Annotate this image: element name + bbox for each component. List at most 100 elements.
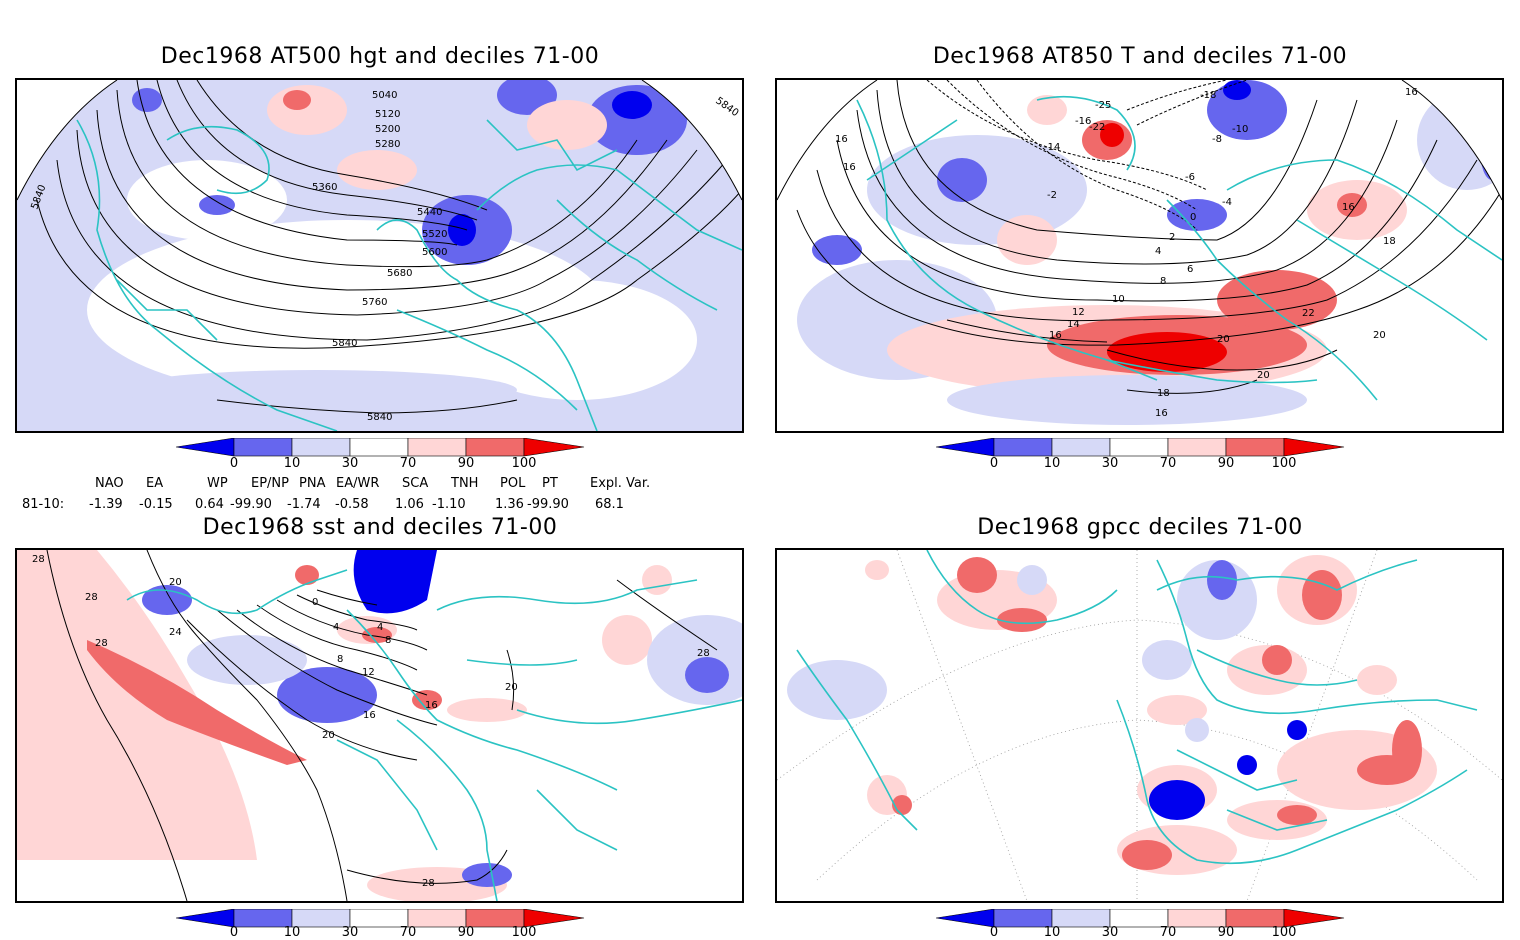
- tele-value: -1.39: [89, 497, 123, 512]
- colorbar-label: 30: [1101, 925, 1119, 940]
- colorbar-label: 0: [229, 456, 239, 471]
- colorbar-label: 70: [1159, 456, 1177, 471]
- teleconnection-values: 81-10: -1.39 -0.15 0.64 -99.90 -1.74 -0.…: [0, 497, 760, 513]
- contour-label: 8: [1160, 276, 1166, 287]
- contour-label: 12: [362, 667, 375, 678]
- contour-label: 5840: [332, 338, 357, 349]
- colorbar-label: 30: [341, 925, 359, 940]
- contour-label: 8: [337, 654, 343, 665]
- tele-value: 68.1: [595, 497, 624, 512]
- teleconnection-headers: NAO EA WP EP/NP PNA EA/WR SCA TNH POL PT…: [0, 476, 760, 492]
- contour-label: 20: [505, 682, 518, 693]
- contour-label: -8: [1212, 134, 1222, 145]
- contour-label: -6: [1185, 172, 1195, 183]
- contour-label: 10: [1112, 294, 1125, 305]
- contour-label: 5600: [422, 247, 447, 258]
- contour-label: 20: [322, 730, 335, 741]
- tele-header: Expl. Var.: [590, 476, 651, 491]
- tele-header: EA: [146, 476, 164, 491]
- contour-label: 2: [1169, 232, 1175, 243]
- tele-header: NAO: [95, 476, 124, 491]
- contour-label: 6: [1187, 264, 1193, 275]
- panel-3-title: Dec1968 sst and deciles 71-00: [202, 515, 558, 540]
- sst-map-svg: 28 28 20 24 0 4 4 8 8 12 16 16 20 20 28 …: [17, 550, 742, 901]
- contour-label: 12: [1072, 307, 1085, 318]
- contour-label: 20: [1257, 370, 1270, 381]
- contour-label: 5520: [422, 229, 447, 240]
- contour-label: 0: [1190, 212, 1196, 223]
- colorbar-label: 10: [283, 925, 301, 940]
- contour-label: 5120: [375, 109, 400, 120]
- colorbar-top-left: 0 10 30 70 90 100: [175, 437, 586, 478]
- colorbar-bottom-left: 0 10 30 70 90 100: [175, 908, 586, 940]
- t850-map-svg: -25 -22 -18 -16 -14 -10 -8 -6 -4 -2 0 2 …: [777, 80, 1502, 431]
- colorbar-label: 10: [1043, 456, 1061, 471]
- colorbar-label: 30: [1101, 456, 1119, 471]
- contour-label: -18: [1200, 90, 1216, 101]
- tele-value: -1.10: [432, 497, 466, 512]
- contour-label: 18: [1383, 236, 1396, 247]
- colorbar-label: 0: [989, 456, 999, 471]
- panel-hgt500-map: 5040 5120 5200 5280 5360 5440 5520 5600 …: [15, 78, 744, 433]
- tele-header: EA/WR: [336, 476, 380, 491]
- panel-gpcc-map: [775, 548, 1504, 903]
- tele-header: PNA: [299, 476, 326, 491]
- colorbar-svg: [175, 908, 585, 928]
- colorbar-label: 90: [1217, 456, 1235, 471]
- contour-label: 20: [169, 577, 182, 588]
- colorbar-label: 100: [511, 925, 537, 940]
- contour-label: 5280: [375, 139, 400, 150]
- colorbar-label: 90: [457, 925, 475, 940]
- contour-label: -14: [1044, 142, 1060, 153]
- tele-value: -99.90: [230, 497, 272, 512]
- contour-label: 16: [843, 162, 856, 173]
- contour-label: 16: [363, 710, 376, 721]
- colorbar-label: 70: [1159, 925, 1177, 940]
- contour-label: 4: [333, 622, 339, 633]
- contour-label: 16: [835, 134, 848, 145]
- contour-label: 8: [385, 635, 391, 646]
- tele-header: PT: [542, 476, 558, 491]
- panel-2-title: Dec1968 AT850 T and deciles 71-00: [932, 44, 1348, 69]
- tele-value: -99.90: [527, 497, 569, 512]
- contour-label: 16: [1155, 408, 1168, 419]
- contour-label: 5760: [362, 297, 387, 308]
- colorbar-label: 100: [1271, 456, 1297, 471]
- contour-label: 22: [1302, 308, 1315, 319]
- contour-label: 14: [1067, 319, 1080, 330]
- contour-label: 5680: [387, 268, 412, 279]
- contour-label: 24: [169, 627, 182, 638]
- contour-label: -25: [1095, 100, 1111, 111]
- contour-label: 28: [85, 592, 98, 603]
- contour-label: -2: [1047, 190, 1057, 201]
- contour-label: 18: [1157, 388, 1170, 399]
- contour-label: 0: [312, 597, 318, 608]
- tele-value: -0.58: [335, 497, 369, 512]
- tele-value: -0.15: [139, 497, 173, 512]
- tele-header: TNH: [451, 476, 479, 491]
- panel-4-title: Dec1968 gpcc deciles 71-00: [977, 515, 1303, 540]
- contour-label: -10: [1232, 124, 1248, 135]
- contour-label: 4: [377, 622, 383, 633]
- contour-label: 20: [1217, 334, 1230, 345]
- contour-label: 5840: [367, 412, 392, 423]
- contour-label: 5360: [312, 182, 337, 193]
- contour-label: 16: [1405, 87, 1418, 98]
- contour-label: 16: [425, 700, 438, 711]
- panel-t850-map: -25 -22 -18 -16 -14 -10 -8 -6 -4 -2 0 2 …: [775, 78, 1504, 433]
- tele-header: SCA: [402, 476, 429, 491]
- contour-label: 28: [422, 878, 435, 889]
- contour-label: -4: [1222, 197, 1232, 208]
- contour-label: -22: [1089, 122, 1105, 133]
- contour-label: 5840: [713, 95, 740, 119]
- tele-value: 1.36: [495, 497, 524, 512]
- tele-value: -1.74: [287, 497, 321, 512]
- panel-sst-map: 28 28 20 24 0 4 4 8 8 12 16 16 20 20 28 …: [15, 548, 744, 903]
- colorbar-label: 90: [457, 456, 475, 471]
- contour-label: 5040: [372, 90, 397, 101]
- colorbar-label: 70: [399, 925, 417, 940]
- colorbar-label: 90: [1217, 925, 1235, 940]
- tele-header: EP/NP: [251, 476, 289, 491]
- colorbar-label: 100: [1271, 925, 1297, 940]
- colorbar-top-right: 0 10 30 70 90 100: [935, 437, 1346, 478]
